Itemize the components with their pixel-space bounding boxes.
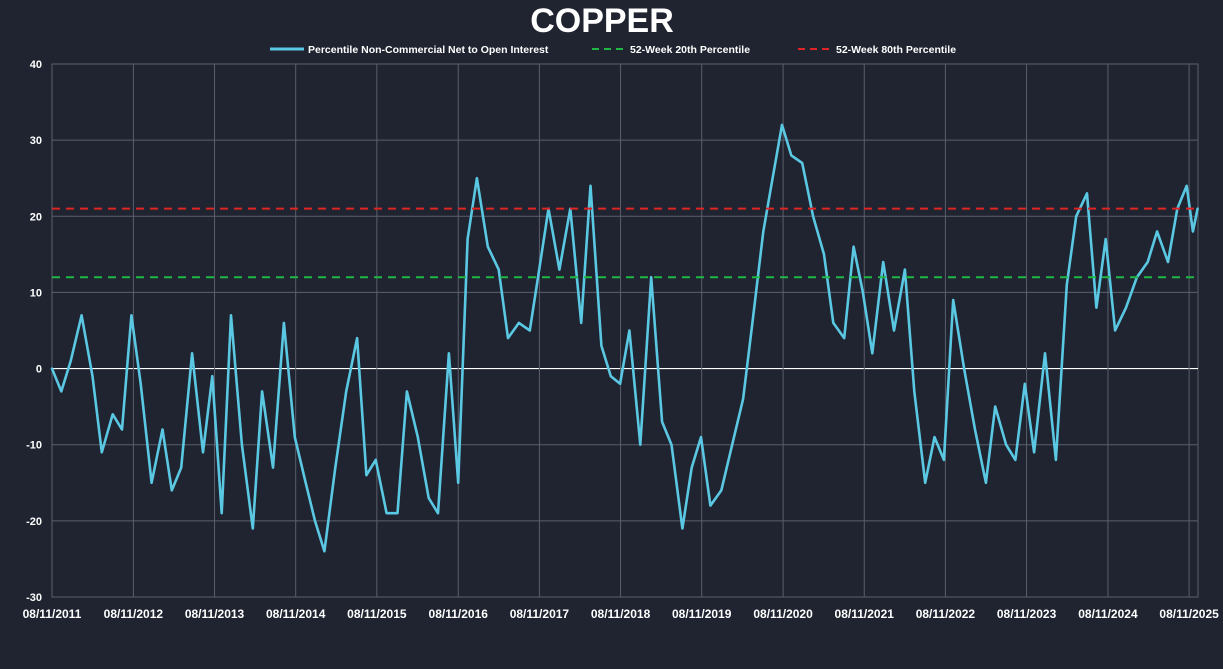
y-tick-label: 30 [30,135,42,147]
x-tick-label: 08/11/2021 [835,607,895,621]
x-tick-label: 08/11/2018 [591,607,651,621]
legend: Percentile Non-Commercial Net to Open In… [270,44,956,56]
y-tick-label: -10 [26,440,42,452]
y-tick-label: -20 [26,516,42,528]
x-tick-label: 08/11/2013 [185,607,245,621]
y-tick-label: 10 [30,287,42,299]
x-tick-label: 08/11/2023 [997,607,1057,621]
y-tick-label: 20 [30,211,42,223]
y-tick-label: -30 [26,592,42,604]
grid [51,63,1199,598]
x-tick-label: 08/11/2020 [753,607,813,621]
y-tick-label: 0 [36,364,42,376]
x-tick-label: 08/11/2017 [510,607,570,621]
legend-item: 52-Week 20th Percentile [592,44,750,56]
chart-title: COPPER [530,2,674,40]
x-tick-label: 08/11/2011 [23,607,82,621]
legend-item: 52-Week 80th Percentile [798,44,956,56]
x-tick-label: 08/11/2012 [104,607,164,621]
x-tick-label: 08/11/2024 [1078,607,1138,621]
series-layer [50,123,1199,553]
x-tick-label: 08/11/2019 [672,607,732,621]
legend-label: 52-Week 80th Percentile [836,44,956,56]
legend-label: Percentile Non-Commercial Net to Open In… [308,44,549,56]
x-tick-label: 08/11/2015 [347,607,407,621]
x-tick-label: 08/11/2016 [429,607,489,621]
x-tick-label: 08/11/2025 [1159,607,1219,621]
y-tick-label: 40 [30,59,42,71]
y-axis: -30 -20 -10 0 10 20 30 40 [26,59,42,604]
x-axis: 08/11/2011 08/11/2012 08/11/2013 08/11/2014… [23,607,1219,621]
x-tick-label: 08/11/2014 [266,607,326,621]
legend-item: Percentile Non-Commercial Net to Open In… [270,44,549,56]
series-line [50,123,1199,553]
x-tick-label: 08/11/2022 [916,607,976,621]
legend-label: 52-Week 20th Percentile [630,44,750,56]
